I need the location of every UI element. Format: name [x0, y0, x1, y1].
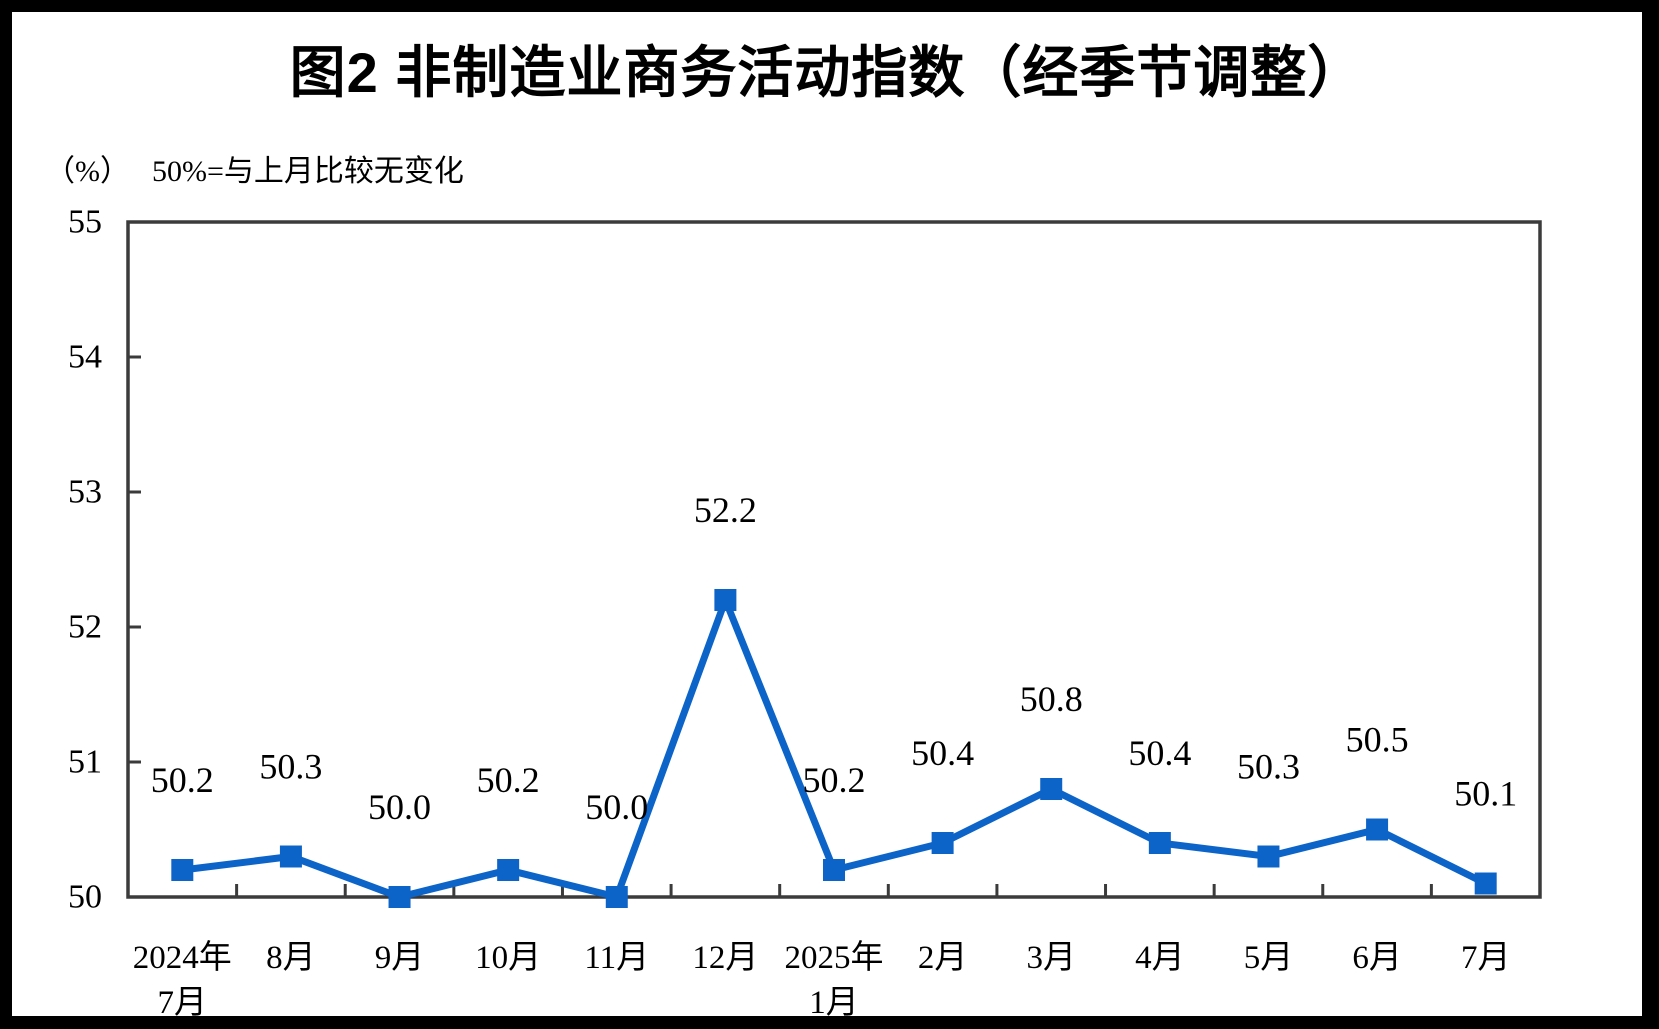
chart-title: 图2 非制造业商务活动指数（经季节调整） — [289, 41, 1365, 104]
data-point-marker — [1257, 845, 1280, 868]
data-label: 52.2 — [694, 490, 757, 530]
y-axis-tick-label: 55 — [68, 204, 102, 241]
chart-svg: 50 51 52 53 54 55 2024年 7月 8月 9月 10月 11月 12月 2025年 1月 2… — [68, 204, 1542, 1021]
data-point-marker — [1040, 778, 1063, 800]
x-axis-label: 2月 — [918, 940, 968, 976]
x-axis-label: 3月 — [1026, 940, 1076, 976]
y-axis-tick-label: 53 — [68, 474, 102, 511]
x-axis-label: 4月 — [1135, 940, 1185, 976]
data-point-marker — [171, 859, 194, 881]
x-axis-label: 11月 — [584, 940, 649, 976]
x-axis-label: 9月 — [375, 940, 425, 976]
data-label: 50.2 — [477, 760, 540, 800]
x-axis-label: 1月 — [809, 985, 859, 1021]
data-point-marker — [605, 886, 628, 908]
data-label: 50.4 — [911, 733, 974, 773]
chart-subtitle: （%） 50%=与上月比较无变化 — [45, 146, 464, 190]
data-label: 50.2 — [803, 760, 866, 800]
x-axis-label: 10月 — [475, 940, 541, 976]
plot-border — [126, 220, 1542, 899]
x-axis-label: 7月 — [158, 985, 208, 1021]
data-label: 50.5 — [1346, 720, 1409, 760]
data-point-marker — [1148, 832, 1171, 854]
data-point-marker — [823, 859, 845, 881]
data-label: 50.0 — [585, 787, 648, 827]
data-point-marker — [1474, 872, 1497, 895]
data-point-marker — [1366, 818, 1389, 841]
y-axis-unit-label: （%） — [45, 155, 130, 188]
data-label: 50.2 — [151, 760, 214, 800]
x-axis-label: 12月 — [692, 940, 758, 976]
x-axis-label: 7月 — [1461, 940, 1511, 976]
y-axis-tick-label: 52 — [68, 609, 102, 646]
data-label: 50.4 — [1128, 733, 1191, 773]
chart-note-label: 50%=与上月比较无变化 — [152, 155, 464, 188]
data-point-marker — [931, 832, 954, 854]
x-axis-label: 8月 — [266, 940, 316, 976]
data-label: 50.1 — [1454, 774, 1517, 814]
data-point-marker — [497, 859, 520, 881]
y-axis-tick-label: 51 — [68, 744, 102, 781]
data-point-marker — [714, 589, 737, 611]
data-label: 50.0 — [368, 787, 431, 827]
data-label: 50.8 — [1020, 679, 1083, 719]
x-axis-label: 2024年 — [133, 939, 232, 976]
y-axis-tick-label: 50 — [68, 879, 102, 916]
x-axis-label: 5月 — [1244, 940, 1294, 976]
data-point-marker — [279, 845, 302, 868]
x-axis-label: 6月 — [1352, 940, 1402, 976]
y-axis-tick-label: 54 — [68, 339, 102, 376]
x-axis-label: 2025年 — [785, 939, 884, 976]
chart-page: 图2 非制造业商务活动指数（经季节调整） （%） 50%=与上月比较无变化 50… — [12, 12, 1642, 1021]
data-label: 50.3 — [259, 747, 322, 787]
data-label: 50.3 — [1237, 747, 1300, 787]
data-point-marker — [388, 886, 411, 908]
